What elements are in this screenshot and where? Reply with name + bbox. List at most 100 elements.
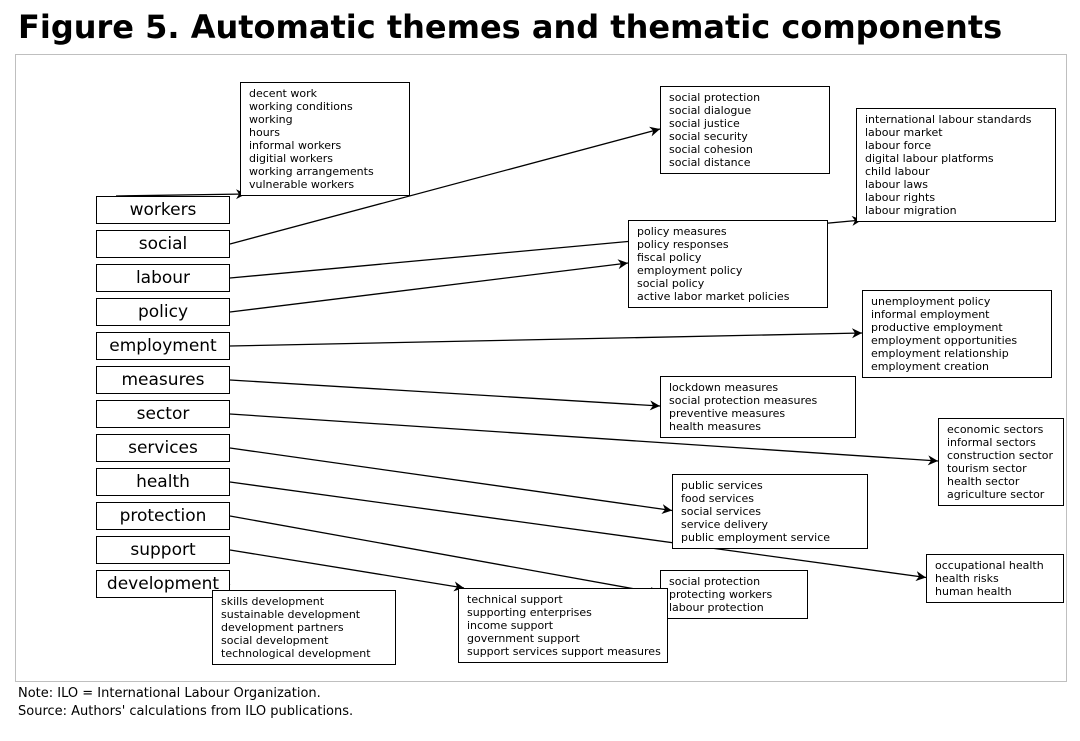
detail-box-health: occupational healthhealth riskshuman hea… — [926, 554, 1064, 603]
detail-line: employment policy — [637, 264, 819, 277]
detail-line: social protection — [669, 575, 799, 588]
detail-box-workers: decent workworking conditionsworkinghour… — [240, 82, 410, 196]
detail-box-support: technical supportsupporting enterprisesi… — [458, 588, 668, 663]
detail-line: income support — [467, 619, 659, 632]
theme-label: health — [136, 472, 190, 492]
detail-line: support services support measures — [467, 645, 659, 658]
detail-line: social dialogue — [669, 104, 821, 117]
detail-line: social protection — [669, 91, 821, 104]
detail-line: labour migration — [865, 204, 1047, 217]
detail-line: technical support — [467, 593, 659, 606]
theme-box-sector: sector — [96, 400, 230, 428]
theme-box-workers: workers — [96, 196, 230, 224]
theme-label: policy — [138, 302, 188, 322]
detail-line: construction sector — [947, 449, 1055, 462]
theme-box-protection: protection — [96, 502, 230, 530]
detail-line: service delivery — [681, 518, 859, 531]
detail-box-labour: international labour standardslabour mar… — [856, 108, 1056, 222]
detail-line: informal sectors — [947, 436, 1055, 449]
detail-line: working — [249, 113, 401, 126]
theme-label: support — [130, 540, 195, 560]
detail-box-employment: unemployment policyinformal employmentpr… — [862, 290, 1052, 378]
detail-line: labour rights — [865, 191, 1047, 204]
theme-label: labour — [136, 268, 190, 288]
detail-line: productive employment — [871, 321, 1043, 334]
note-line-2: Source: Authors' calculations from ILO p… — [18, 704, 353, 719]
detail-line: skills development — [221, 595, 387, 608]
page-title: Figure 5. Automatic themes and thematic … — [18, 8, 1002, 46]
detail-line: policy responses — [637, 238, 819, 251]
detail-line: health sector — [947, 475, 1055, 488]
detail-line: child labour — [865, 165, 1047, 178]
detail-line: labour force — [865, 139, 1047, 152]
detail-line: public employment service — [681, 531, 859, 544]
theme-box-policy: policy — [96, 298, 230, 326]
detail-line: working arrangements — [249, 165, 401, 178]
theme-box-services: services — [96, 434, 230, 462]
detail-line: tourism sector — [947, 462, 1055, 475]
detail-line: fiscal policy — [637, 251, 819, 264]
detail-line: digitial workers — [249, 152, 401, 165]
detail-box-measures: lockdown measuressocial protection measu… — [660, 376, 856, 438]
detail-line: social protection measures — [669, 394, 847, 407]
theme-label: measures — [122, 370, 205, 390]
theme-box-development: development — [96, 570, 230, 598]
theme-label: social — [139, 234, 187, 254]
detail-line: development partners — [221, 621, 387, 634]
detail-line: social development — [221, 634, 387, 647]
theme-box-employment: employment — [96, 332, 230, 360]
detail-line: labour protection — [669, 601, 799, 614]
detail-line: social distance — [669, 156, 821, 169]
theme-label: employment — [109, 336, 216, 356]
theme-label: protection — [120, 506, 207, 526]
detail-line: employment relationship — [871, 347, 1043, 360]
detail-line: social policy — [637, 277, 819, 290]
detail-line: lockdown measures — [669, 381, 847, 394]
detail-line: occupational health — [935, 559, 1055, 572]
detail-line: decent work — [249, 87, 401, 100]
detail-line: policy measures — [637, 225, 819, 238]
detail-line: social services — [681, 505, 859, 518]
detail-line: supporting enterprises — [467, 606, 659, 619]
detail-line: economic sectors — [947, 423, 1055, 436]
theme-label: workers — [130, 200, 197, 220]
theme-label: development — [107, 574, 219, 594]
detail-box-protection: social protectionprotecting workerslabou… — [660, 570, 808, 619]
detail-line: hours — [249, 126, 401, 139]
detail-line: sustainable development — [221, 608, 387, 621]
detail-line: human health — [935, 585, 1055, 598]
detail-line: health risks — [935, 572, 1055, 585]
theme-box-support: support — [96, 536, 230, 564]
theme-box-social: social — [96, 230, 230, 258]
detail-line: health measures — [669, 420, 847, 433]
theme-box-health: health — [96, 468, 230, 496]
detail-line: social cohesion — [669, 143, 821, 156]
detail-line: active labor market policies — [637, 290, 819, 303]
detail-line: government support — [467, 632, 659, 645]
detail-box-policy: policy measurespolicy responsesfiscal po… — [628, 220, 828, 308]
detail-line: social justice — [669, 117, 821, 130]
detail-line: agriculture sector — [947, 488, 1055, 501]
detail-box-services: public servicesfood servicessocial servi… — [672, 474, 868, 549]
detail-line: food services — [681, 492, 859, 505]
detail-line: international labour standards — [865, 113, 1047, 126]
detail-box-sector: economic sectorsinformal sectorsconstruc… — [938, 418, 1064, 506]
detail-line: informal workers — [249, 139, 401, 152]
detail-line: employment creation — [871, 360, 1043, 373]
theme-label: services — [128, 438, 198, 458]
detail-box-development: skills developmentsustainable developmen… — [212, 590, 396, 665]
detail-line: vulnerable workers — [249, 178, 401, 191]
theme-label: sector — [137, 404, 190, 424]
detail-line: labour laws — [865, 178, 1047, 191]
detail-box-social: social protectionsocial dialoguesocial j… — [660, 86, 830, 174]
detail-line: working conditions — [249, 100, 401, 113]
theme-box-measures: measures — [96, 366, 230, 394]
detail-line: digital labour platforms — [865, 152, 1047, 165]
detail-line: unemployment policy — [871, 295, 1043, 308]
detail-line: labour market — [865, 126, 1047, 139]
detail-line: technological development — [221, 647, 387, 660]
detail-line: public services — [681, 479, 859, 492]
note-line-1: Note: ILO = International Labour Organiz… — [18, 686, 321, 701]
detail-line: social security — [669, 130, 821, 143]
detail-line: protecting workers — [669, 588, 799, 601]
